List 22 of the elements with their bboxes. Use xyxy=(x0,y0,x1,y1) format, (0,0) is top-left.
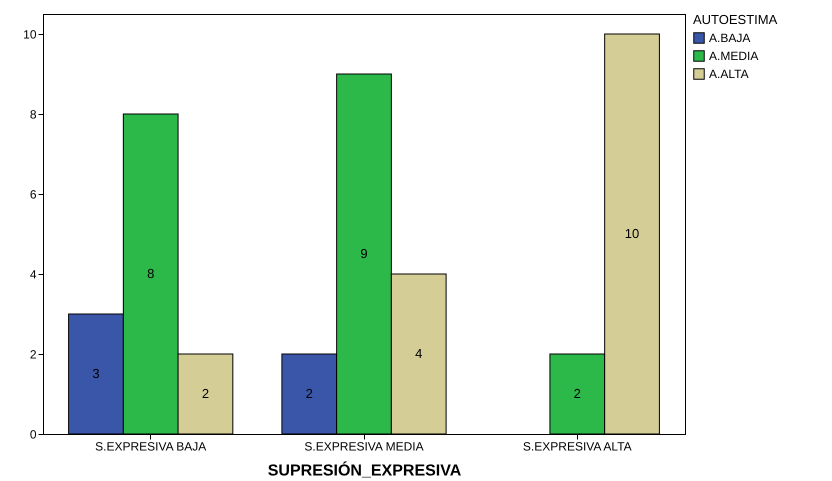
x-tick-label: S.EXPRESIVA ALTA xyxy=(522,440,632,454)
y-tick-label: 2 xyxy=(30,348,37,362)
legend-label: A.BAJA xyxy=(709,31,750,45)
y-tick-label: 0 xyxy=(30,428,37,442)
data-label: 8 xyxy=(147,266,154,281)
legend-title: AUTOESTIMA xyxy=(693,12,778,27)
x-axis-title: SUPRESIÓN_EXPRESIVA xyxy=(268,460,462,480)
data-label: 3 xyxy=(92,366,100,381)
data-label: 2 xyxy=(306,386,313,401)
data-label: 2 xyxy=(202,386,210,401)
x-tick-label: S.EXPRESIVA BAJA xyxy=(95,440,206,454)
legend-label: A.ALTA xyxy=(709,67,749,81)
y-tick-label: 10 xyxy=(23,28,37,42)
y-tick-label: 4 xyxy=(30,268,37,282)
data-label: 10 xyxy=(624,226,640,241)
y-tick-label: 6 xyxy=(30,188,37,202)
x-tick-label: S.EXPRESIVA MEDIA xyxy=(304,440,424,454)
data-label: 4 xyxy=(415,346,422,361)
y-tick-label: 8 xyxy=(30,108,37,122)
data-label: 9 xyxy=(360,246,368,261)
data-label: 2 xyxy=(574,386,581,401)
legend-label: A.MEDIA xyxy=(709,49,758,63)
